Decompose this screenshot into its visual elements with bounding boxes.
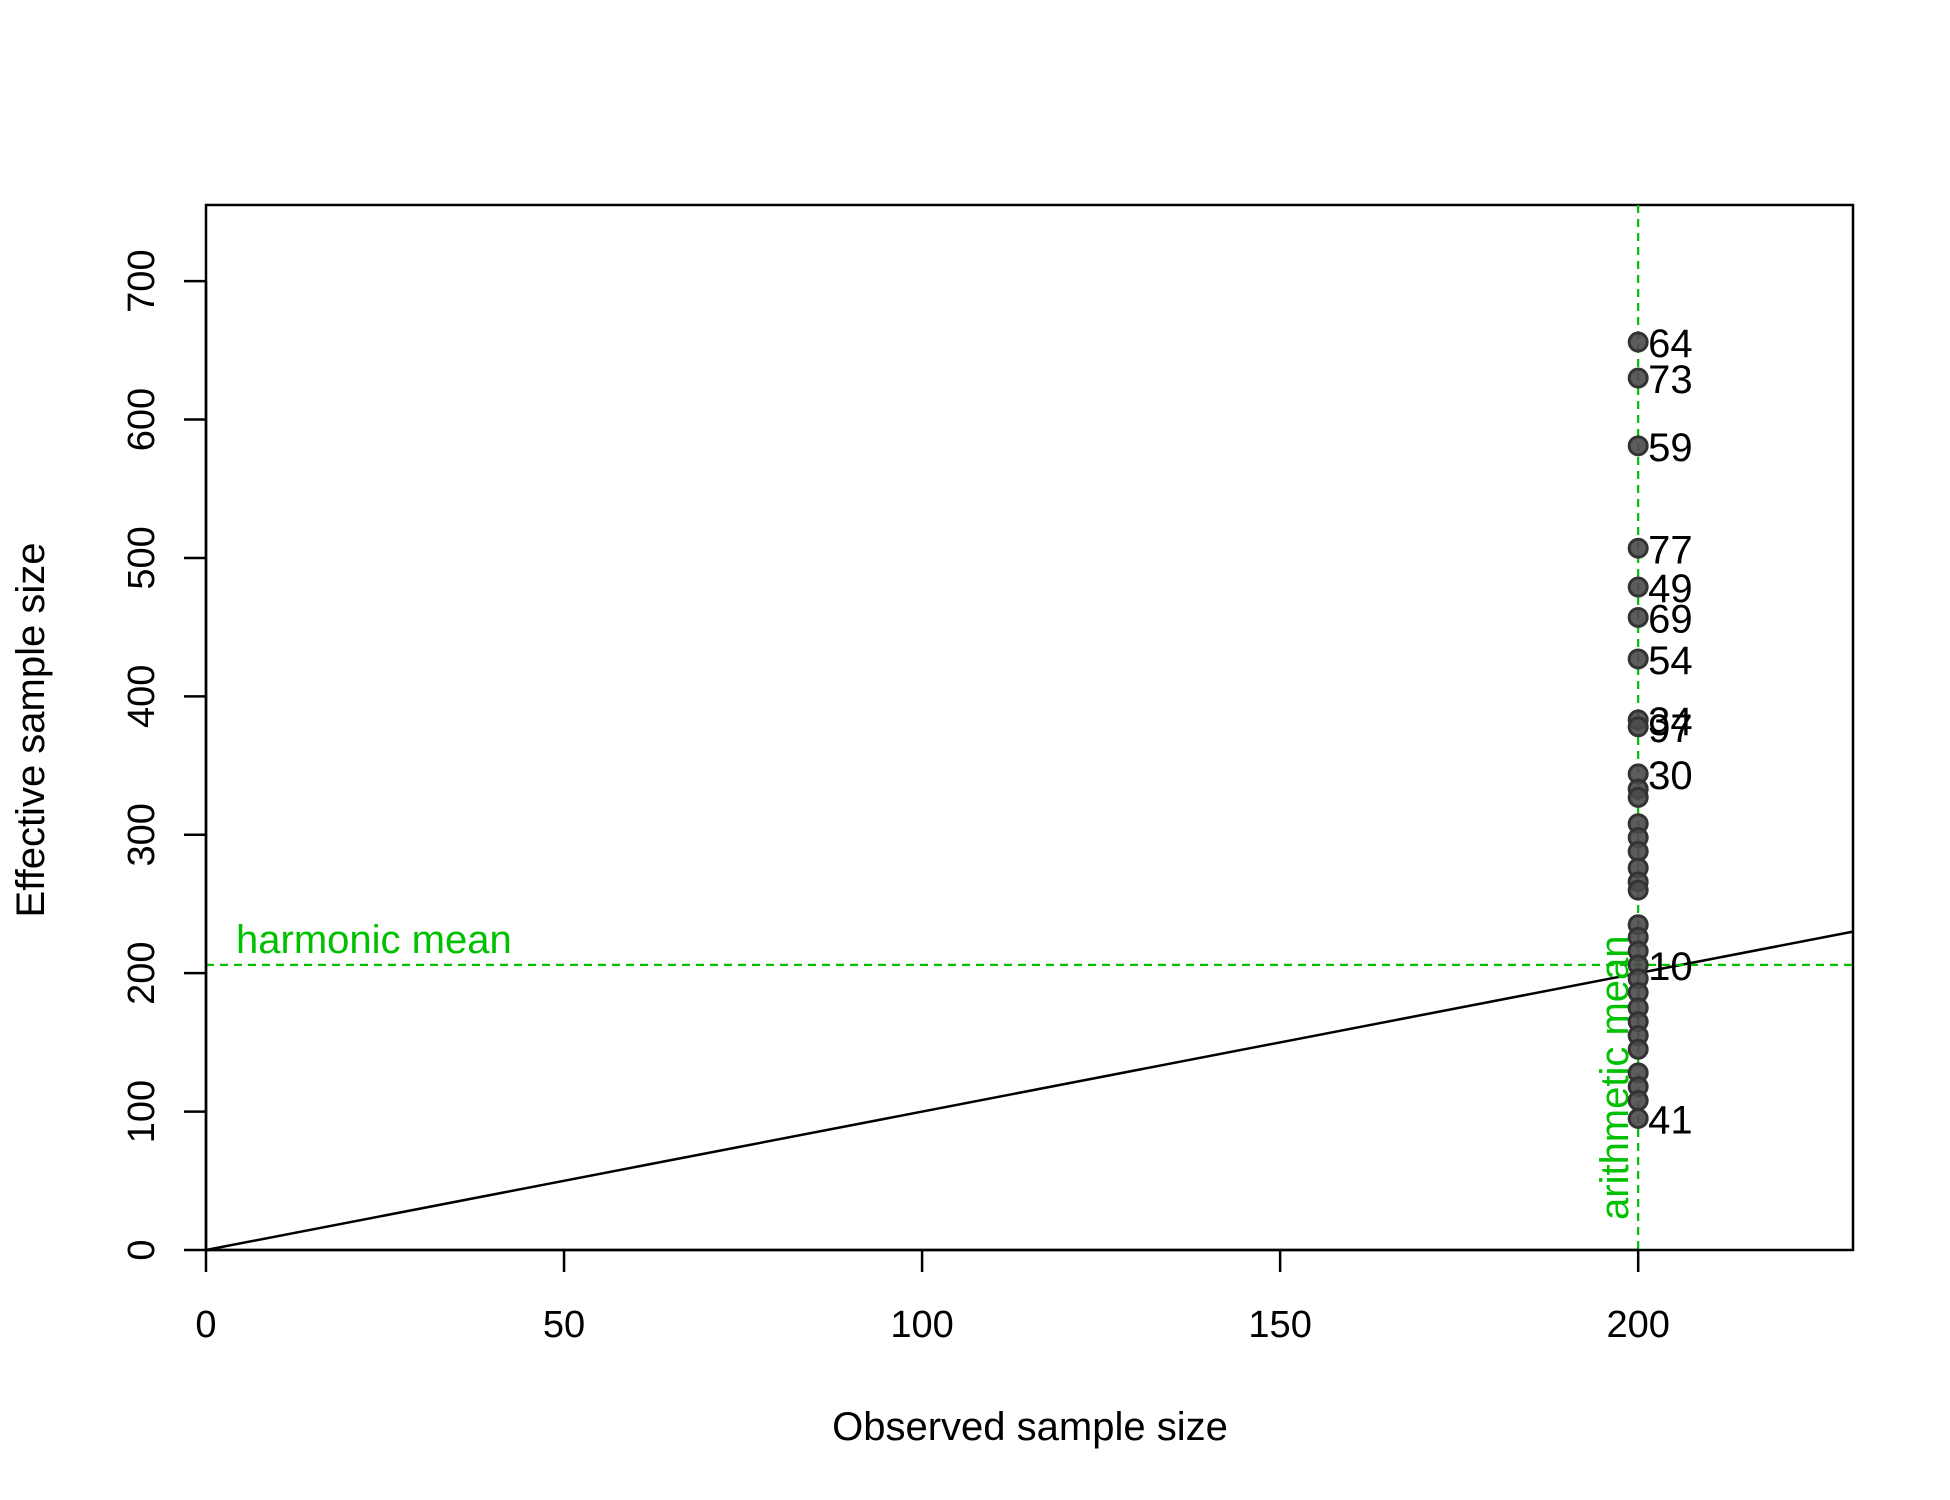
x-tick-label: 200 bbox=[1606, 1304, 1669, 1346]
y-tick-label: 700 bbox=[121, 249, 163, 312]
data-point bbox=[1627, 1108, 1649, 1130]
data-point-label: 97 bbox=[1648, 707, 1693, 751]
data-point bbox=[1627, 1090, 1649, 1112]
data-point-label: 77 bbox=[1648, 528, 1693, 572]
data-point bbox=[1627, 879, 1649, 901]
y-tick-label: 600 bbox=[121, 388, 163, 451]
data-point-label: 49 bbox=[1648, 567, 1693, 611]
data-point-label: 54 bbox=[1648, 639, 1693, 683]
x-tick-label: 150 bbox=[1248, 1304, 1311, 1346]
data-point bbox=[1627, 367, 1649, 389]
y-tick-label: 200 bbox=[121, 941, 163, 1004]
data-point bbox=[1627, 648, 1649, 670]
data-point-label: 73 bbox=[1648, 358, 1693, 402]
data-point-label: 59 bbox=[1648, 426, 1693, 470]
data-point bbox=[1627, 331, 1649, 353]
data-point bbox=[1627, 537, 1649, 559]
data-point-label: 69 bbox=[1648, 597, 1693, 641]
reference-lines: harmonic mean arithmetic mean bbox=[206, 205, 1853, 1250]
data-point-label: 64 bbox=[1648, 322, 1693, 366]
data-point bbox=[1627, 606, 1649, 628]
x-axis-title: Observed sample size bbox=[832, 1405, 1228, 1449]
data-point bbox=[1627, 435, 1649, 457]
y-axis-title: Effective sample size bbox=[9, 543, 53, 918]
y-tick-label: 100 bbox=[121, 1080, 163, 1143]
axes: 0 50 100 150 200 0 100 200 300 400 500 600 700 bbox=[121, 249, 1670, 1346]
identity-line bbox=[205, 930, 1854, 1252]
x-tick-label: 0 bbox=[195, 1304, 216, 1346]
x-tick-label: 50 bbox=[543, 1304, 585, 1346]
data-point bbox=[1627, 576, 1649, 598]
data-point bbox=[1627, 716, 1649, 738]
data-point-label: 30 bbox=[1648, 754, 1693, 798]
data-point bbox=[1627, 1038, 1649, 1060]
data-point-label: 34 bbox=[1648, 700, 1693, 744]
y-tick-label: 300 bbox=[121, 803, 163, 866]
data-point bbox=[1627, 786, 1649, 808]
data-point-label: 10 bbox=[1648, 945, 1693, 989]
data-point-label: 41 bbox=[1648, 1099, 1693, 1143]
x-tick-label: 100 bbox=[890, 1304, 953, 1346]
y-tick-label: 400 bbox=[121, 665, 163, 728]
harmonic-mean-label: harmonic mean bbox=[236, 918, 512, 962]
y-tick-label: 500 bbox=[121, 526, 163, 589]
y-tick-label: 0 bbox=[121, 1239, 163, 1260]
